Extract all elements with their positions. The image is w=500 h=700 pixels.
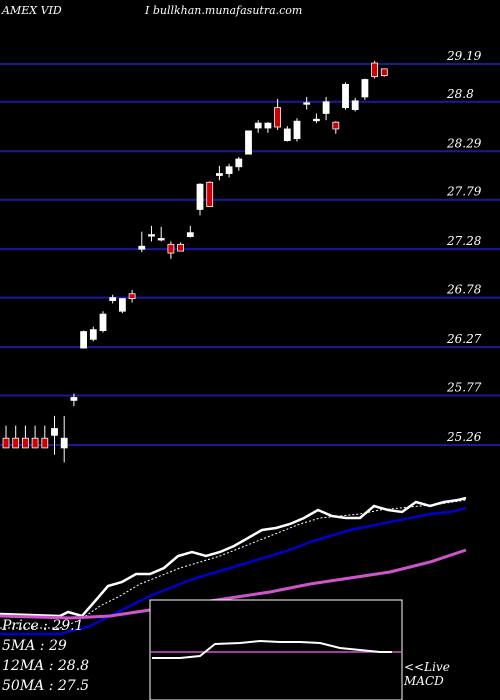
candle-body: [380, 68, 388, 77]
price-line: [0, 496, 467, 618]
candle-body: [293, 120, 301, 140]
y-tick-label: 25.77: [446, 381, 482, 395]
candle-body: [21, 437, 29, 449]
macd-line: [152, 639, 392, 659]
indicator-panel: [0, 496, 467, 700]
candle-body: [177, 243, 185, 252]
candle-body: [283, 128, 291, 141]
site-label: I bullkhan.munafasutra.com: [145, 4, 303, 17]
y-tick-label: 27.28: [446, 234, 482, 248]
candle-body: [51, 428, 58, 436]
macd-label-1: <<Live: [404, 660, 450, 674]
candle-body: [342, 83, 349, 109]
y-tick-label: 26.27: [446, 332, 482, 346]
candle-body: [264, 122, 272, 129]
candle-body: [119, 298, 126, 312]
ma-long-line: [0, 548, 467, 620]
candle-body: [167, 243, 175, 254]
ma50-readout: 50MA : 27.5: [2, 678, 90, 694]
candle-body: [361, 79, 369, 98]
macd-box: [149, 599, 403, 700]
candle-body: [89, 329, 97, 340]
price-gridlines: [0, 63, 500, 446]
price-readout: Price : 29.1: [2, 618, 84, 634]
ma-short-line: [0, 499, 467, 629]
price-axis-ticks: 29.19 28.8 28.29 27.79 27.28 26.78 26.27 25.77 2…: [446, 49, 482, 444]
candle-body: [312, 118, 320, 122]
candles: [2, 61, 388, 463]
candle-body: [225, 166, 233, 174]
candle-body: [70, 397, 78, 401]
candle-body: [351, 100, 359, 110]
ma5-readout: 5MA : 29: [2, 638, 67, 654]
candle-body: [148, 234, 155, 237]
candle-body: [41, 437, 49, 449]
y-tick-label: 27.79: [446, 185, 482, 199]
ma12-readout: 12MA : 28.8: [2, 658, 90, 674]
candle-body: [274, 107, 282, 128]
ticker-label: AMEX VID: [2, 4, 62, 17]
y-tick-label: 29.19: [446, 49, 482, 63]
macd-label-2: MACD: [404, 674, 444, 688]
candle-body: [31, 437, 39, 449]
candle-body: [186, 232, 194, 237]
candle-body: [215, 173, 223, 176]
candle-body: [371, 62, 379, 78]
y-tick-label: 26.78: [446, 283, 482, 297]
candle-body: [245, 130, 252, 155]
candle-body: [303, 102, 311, 105]
candle-body: [128, 293, 136, 300]
candle-body: [254, 122, 262, 129]
candle-body: [196, 183, 204, 210]
y-tick-label: 28.29: [446, 136, 482, 150]
candle-body: [157, 238, 165, 241]
candle-body: [80, 331, 87, 349]
y-tick-label: 28.8: [446, 87, 474, 101]
candle-body: [2, 437, 10, 449]
candle-body: [332, 121, 340, 130]
candle-body: [12, 437, 20, 449]
candle-body: [206, 181, 214, 207]
candle-body: [322, 101, 330, 114]
candle-body: [138, 245, 146, 250]
candle-body: [235, 158, 243, 168]
y-tick-label: 25.26: [446, 430, 482, 444]
ma-mid-line: [0, 506, 467, 636]
candle-body: [60, 437, 68, 449]
candle-body: [99, 313, 107, 332]
candle-body: [109, 297, 117, 301]
